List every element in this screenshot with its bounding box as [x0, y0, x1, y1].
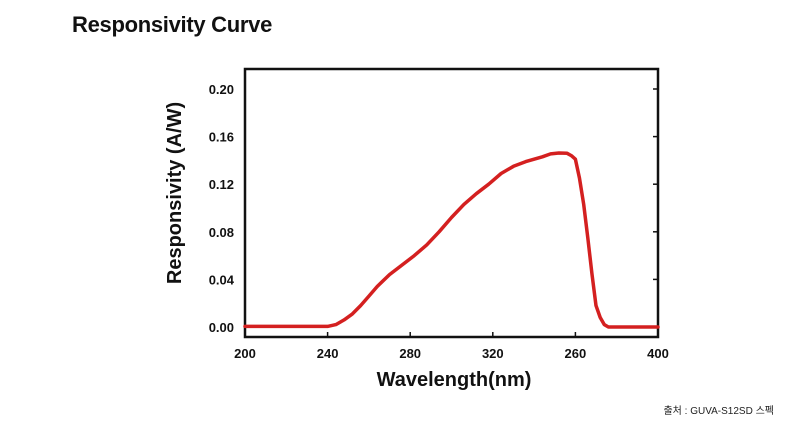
x-tick-label: 200 [234, 346, 256, 361]
y-axis: 0.00 0.04 0.08 0.12 0.16 0.20 [209, 82, 658, 335]
chart-title: Responsivity Curve [72, 12, 273, 37]
y-tick-label: 0.16 [209, 130, 234, 145]
y-tick-label: 0.20 [209, 82, 234, 97]
x-tick-label: 320 [482, 346, 504, 361]
x-tick-label: 400 [647, 346, 669, 361]
x-tick-label: 280 [399, 346, 421, 361]
x-tick-label: 240 [317, 346, 339, 361]
x-axis-title: Wavelength(nm) [377, 369, 532, 391]
y-tick-label: 0.04 [209, 272, 235, 287]
series-line-responsivity [243, 151, 660, 329]
y-tick-label: 0.08 [209, 225, 234, 240]
x-axis: 200 240 280 320 260 400 [234, 332, 669, 361]
source-note: 출처 : GUVA-S12SD 스펙 [663, 406, 774, 417]
plot-frame [243, 67, 660, 339]
plot-area: 0.00 0.04 0.08 0.12 0.16 0.20 200 240 280 320 260… [209, 67, 669, 361]
y-tick-label: 0.00 [209, 320, 234, 335]
y-axis-title: Responsivity (A/W) [164, 102, 186, 284]
x-tick-label: 260 [565, 346, 587, 361]
y-tick-label: 0.12 [209, 177, 234, 192]
